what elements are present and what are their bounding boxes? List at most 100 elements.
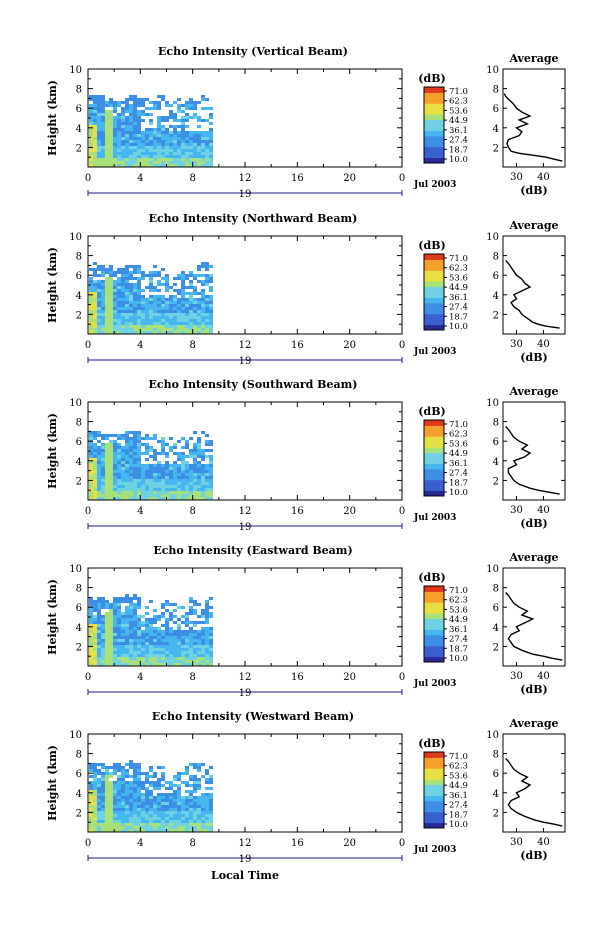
heatmap-cell — [121, 597, 125, 600]
heatmap-cell — [137, 790, 141, 793]
heatmap-cell — [93, 316, 97, 319]
heatmap-cell — [153, 307, 157, 310]
heatmap-cell — [105, 799, 109, 802]
heatmap-cell — [97, 769, 101, 772]
heatmap-cell — [89, 799, 93, 802]
heatmap-cell — [161, 633, 165, 636]
heatmap-cell — [125, 431, 129, 434]
heatmap-cell — [145, 618, 149, 621]
heatmap-cell — [201, 636, 205, 639]
heatmap-cell — [113, 488, 117, 491]
heatmap-cell — [121, 802, 125, 805]
heatmap-cell — [93, 630, 97, 633]
heatmap-cell — [109, 820, 113, 823]
heatmap-cell — [181, 488, 185, 491]
heatmap-cell — [209, 597, 213, 600]
heatmap-cell — [209, 464, 213, 467]
heatmap-cell — [109, 101, 113, 104]
heatmap-cell — [117, 455, 121, 458]
colorbar-band — [424, 795, 444, 802]
heatmap-cell — [133, 660, 137, 663]
heatmap-cell — [121, 600, 125, 603]
heatmap-cell — [125, 823, 129, 826]
heatmap-cell — [113, 615, 117, 618]
heatmap-cell — [89, 618, 93, 621]
heatmap-cell — [105, 437, 109, 440]
heatmap-cell — [89, 322, 93, 325]
heatmap-cell — [137, 325, 141, 328]
heatmap-cell — [125, 790, 129, 793]
heatmap-cell — [113, 766, 117, 769]
heatmap-cell — [205, 134, 209, 137]
heatmap-cell — [137, 633, 141, 636]
heatmap-cell — [185, 134, 189, 137]
heatmap-cell — [189, 793, 193, 796]
heatmap-cell — [161, 476, 165, 479]
heatmap-cell — [125, 467, 129, 470]
heatmap-cell — [125, 301, 129, 304]
heatmap-cell — [133, 461, 137, 464]
heatmap-cell — [157, 826, 161, 829]
heatmap-cell — [153, 482, 157, 485]
heatmap-cell — [209, 479, 213, 482]
heatmap-cell — [89, 648, 93, 651]
heatmap-cell — [101, 116, 105, 119]
heatmap-cell — [89, 164, 93, 167]
heatmap-cell — [209, 633, 213, 636]
x-tick-label: 8 — [189, 173, 195, 184]
heatmap-cell — [121, 295, 125, 298]
heatmap-cell — [201, 274, 205, 277]
heatmap-cell — [101, 140, 105, 143]
heatmap-cell — [129, 98, 133, 101]
heatmap-cell — [117, 128, 121, 131]
heatmap-cell — [133, 434, 137, 437]
heatmap-cell — [185, 802, 189, 805]
heatmap-cell — [189, 636, 193, 639]
heatmap-cell — [125, 131, 129, 134]
heatmap-cell — [157, 473, 161, 476]
heatmap-cell — [189, 146, 193, 149]
heatmap-cell — [117, 122, 121, 125]
heatmap-cell — [101, 473, 105, 476]
heatmap-cell — [157, 796, 161, 799]
heatmap-cell — [181, 621, 185, 624]
heatmap-cell — [117, 313, 121, 316]
heatmap-cell — [129, 811, 133, 814]
heatmap-cell — [113, 612, 117, 615]
average-frame — [502, 567, 566, 667]
heatmap-cell — [197, 313, 201, 316]
heatmap-cell — [141, 793, 145, 796]
heatmap-cell — [117, 642, 121, 645]
colorbar-band — [424, 125, 444, 131]
heatmap-cell — [197, 476, 201, 479]
heatmap-cell — [209, 778, 213, 781]
panel-title: Echo Intensity (Eastward Beam) — [153, 544, 352, 557]
colorbar-band — [424, 441, 444, 448]
colorbar-band — [424, 800, 444, 807]
heatmap-cell — [193, 319, 197, 322]
heatmap-cell — [141, 437, 145, 440]
heatmap-cell — [97, 328, 101, 331]
heatmap-cell — [161, 491, 165, 494]
heatmap-cell — [153, 796, 157, 799]
heatmap-cell — [173, 814, 177, 817]
heatmap-cell — [157, 663, 161, 666]
heatmap-cell — [193, 600, 197, 603]
heatmap-cell — [197, 461, 201, 464]
heatmap-cell — [189, 455, 193, 458]
heatmap-cell — [133, 781, 137, 784]
date-label: Jul 2003 — [413, 347, 456, 357]
heatmap-cell — [185, 298, 189, 301]
heatmap-cell — [205, 464, 209, 467]
heatmap-cell — [133, 125, 137, 128]
heatmap-cell — [173, 648, 177, 651]
heatmap-cell — [129, 802, 133, 805]
heatmap-cell — [165, 313, 169, 316]
heatmap-cell — [109, 125, 113, 128]
average-y-tick-label: 8 — [493, 418, 499, 429]
heatmap-cell — [137, 155, 141, 158]
heatmap-cell — [145, 443, 149, 446]
heatmap-cell — [177, 146, 181, 149]
heatmap-cell — [197, 158, 201, 161]
heatmap-cell — [129, 455, 133, 458]
